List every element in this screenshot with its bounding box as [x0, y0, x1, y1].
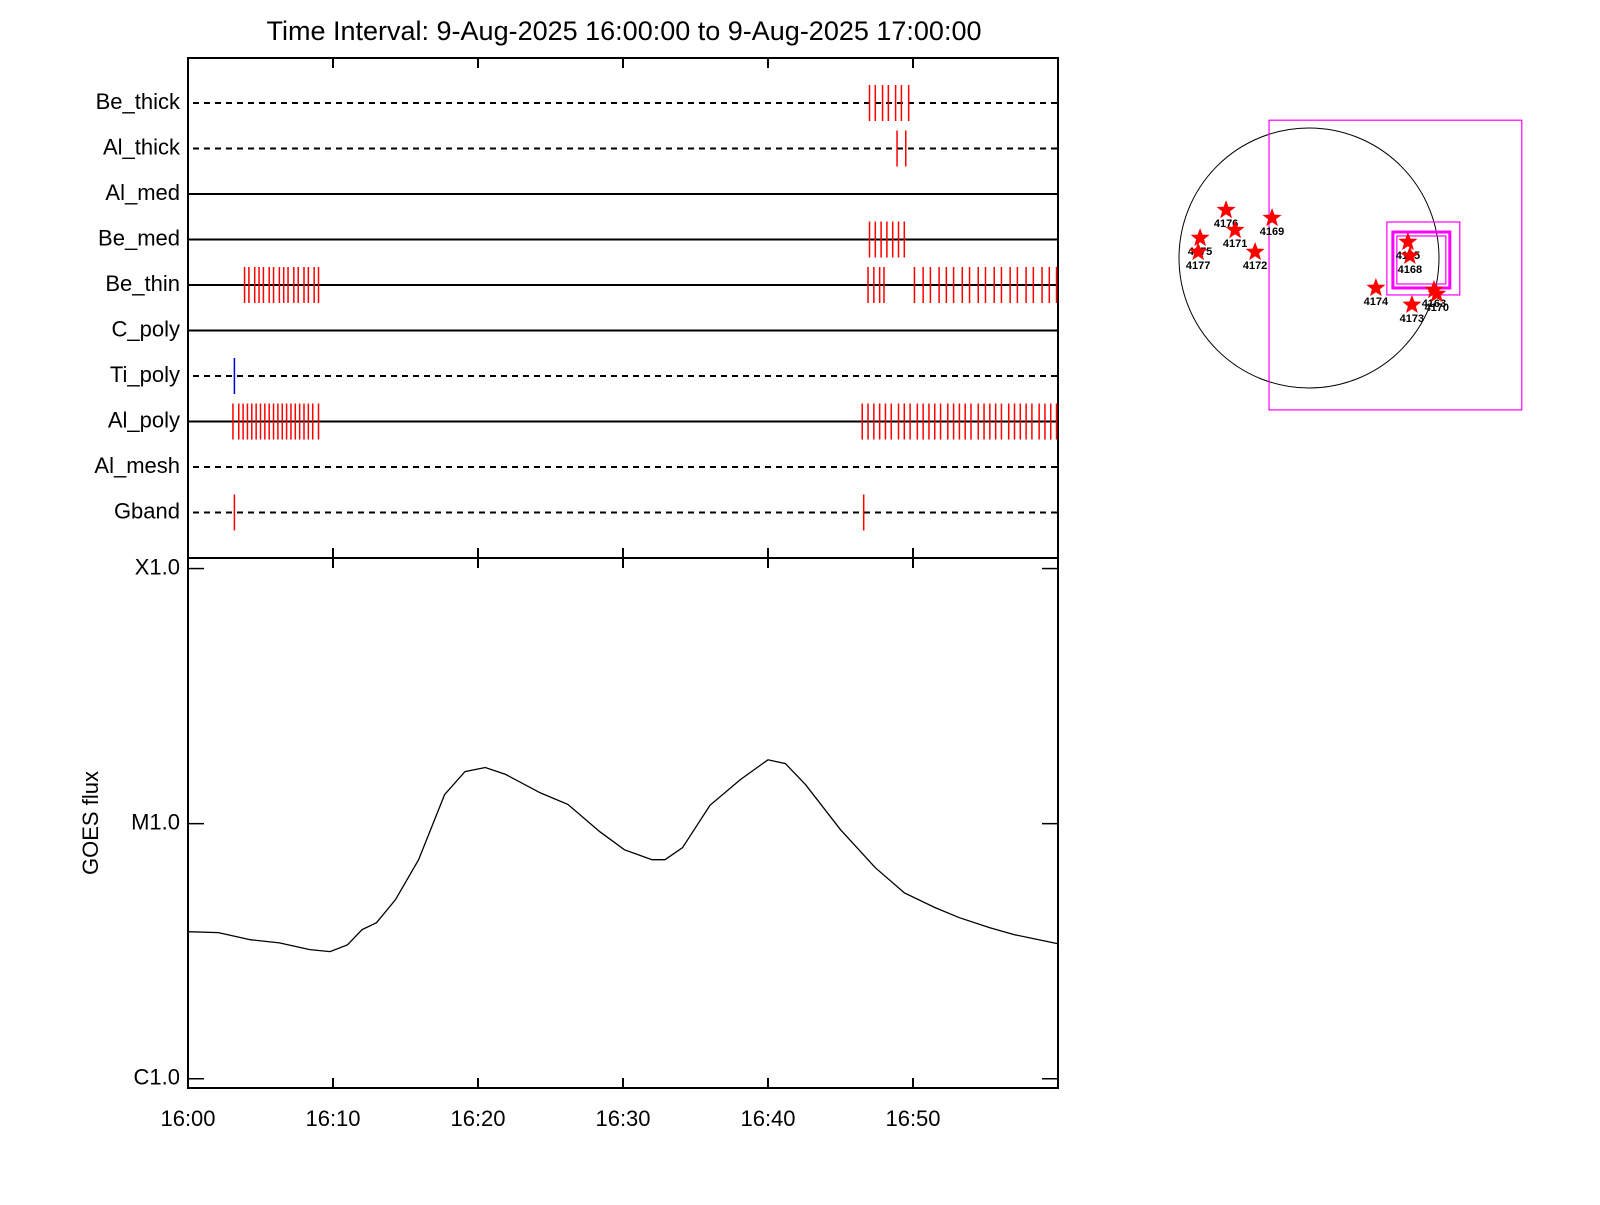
event-frame: [187, 57, 1059, 559]
fov-box: [1391, 230, 1452, 290]
row-label: Al_mesh: [94, 453, 180, 478]
row-label: Ti_poly: [110, 362, 180, 387]
fov-box: [1268, 119, 1523, 411]
flare-star: [1398, 232, 1418, 251]
flare-star: [1400, 245, 1420, 264]
x-tick-label: 16:10: [305, 1106, 360, 1131]
flare-star: [1225, 220, 1245, 239]
flare-label: 4174: [1364, 296, 1389, 308]
row-label: Gband: [114, 498, 180, 523]
flare-star: [1245, 242, 1265, 261]
flare-label: 4171: [1223, 238, 1247, 250]
y-tick-label: X1.0: [135, 554, 180, 579]
solar-disk: [1178, 127, 1440, 389]
y-tick-label: C1.0: [134, 1065, 180, 1090]
row-label: C_poly: [112, 316, 180, 341]
fov-box: [1396, 235, 1447, 285]
x-tick-label: 16:20: [450, 1106, 505, 1131]
flare-star: [1366, 278, 1386, 297]
flare-star: [1424, 280, 1444, 299]
row-label: Be_med: [98, 225, 180, 250]
flare-label: 4172: [1243, 260, 1267, 272]
x-tick-label: 16:40: [740, 1106, 795, 1131]
y-axis-label: GOES flux: [78, 771, 103, 875]
flare-label: 4177: [1186, 260, 1210, 272]
flare-star: [1190, 228, 1210, 247]
flare-star: [1188, 242, 1208, 261]
row-label: Al_med: [105, 180, 180, 205]
row-label: Be_thin: [105, 271, 180, 296]
row-label: Al_poly: [108, 407, 180, 432]
flux-frame: [187, 557, 1059, 1089]
flare-star: [1216, 200, 1236, 219]
chart-title: Time Interval: 9-Aug-2025 16:00:00 to 9-…: [267, 16, 982, 46]
x-tick-label: 16:50: [885, 1106, 940, 1131]
fov-box: [1386, 221, 1461, 296]
flare-label: 4168: [1398, 264, 1422, 276]
flux-line: [187, 759, 1059, 953]
flare-star: [1427, 284, 1447, 303]
flare-star: [1402, 294, 1422, 313]
y-tick-label: M1.0: [131, 809, 180, 834]
x-tick-label: 16:00: [160, 1106, 215, 1131]
row-label: Al_thick: [103, 134, 181, 159]
flare-star: [1262, 208, 1282, 227]
row-label: Be_thick: [96, 89, 181, 114]
flare-label: 4170: [1425, 302, 1449, 314]
x-tick-label: 16:30: [595, 1106, 650, 1131]
flare-label: 4173: [1400, 313, 1424, 325]
flare-label: 4163: [1422, 298, 1446, 310]
flare-label: 4169: [1260, 226, 1284, 238]
